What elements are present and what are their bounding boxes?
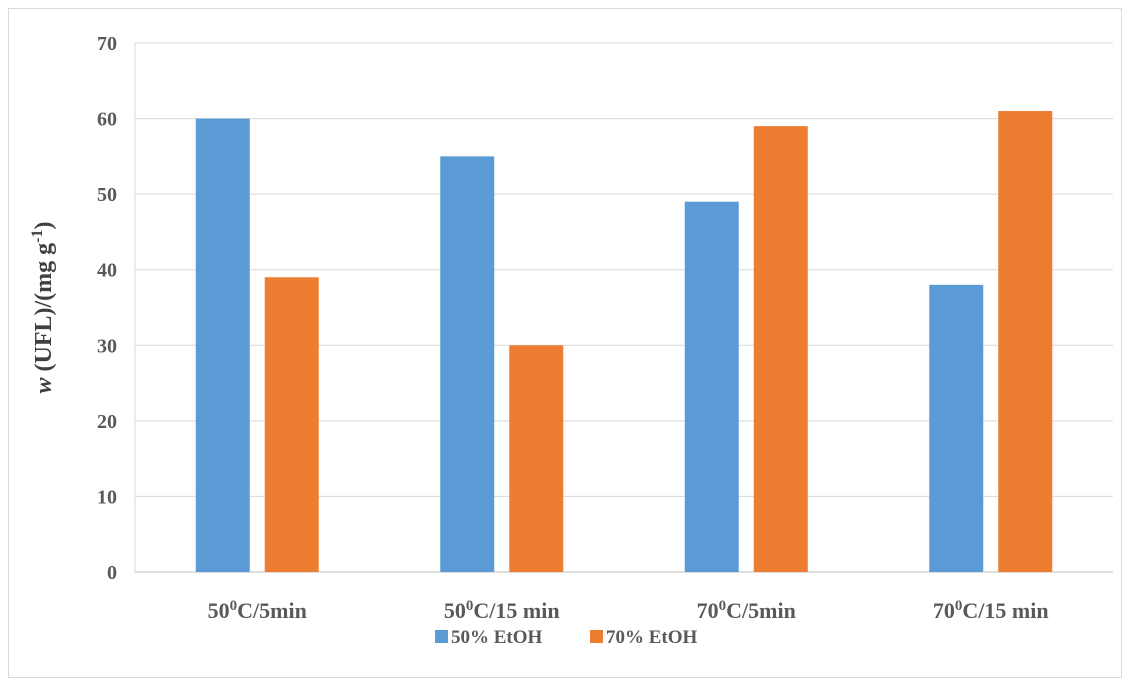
y-tick-label: 30 [97, 335, 117, 357]
legend-label: 50% EtOH [451, 627, 543, 648]
legend-swatch [435, 630, 448, 643]
bar-series2 [509, 345, 564, 572]
y-tick-label: 0 [107, 562, 117, 584]
y-tick-label: 60 [97, 109, 117, 131]
y-tick-label: 70 [97, 33, 117, 55]
legend-label: 70% EtOH [606, 627, 698, 648]
x-tick-labels: 500C/5min 500C/15 min 700C/5min 700C/15 min [208, 598, 1049, 623]
bar-series2 [998, 111, 1053, 572]
bar-series1 [929, 284, 984, 572]
bar-series1 [195, 118, 250, 573]
y-tick-label: 50 [97, 184, 117, 206]
x-tick-label: 500C/5min [208, 598, 307, 623]
y-tick-labels: 0 10 20 30 40 50 60 70 [97, 33, 117, 584]
legend: 50% EtOH 70% EtOH [435, 627, 698, 648]
bar-series2 [753, 126, 808, 572]
legend-swatch [590, 630, 603, 643]
bar-series1 [684, 201, 739, 572]
y-tick-label: 40 [97, 260, 117, 282]
y-axis-label: w (UFL)/(mg g-1) [29, 222, 57, 394]
bar-series2 [264, 277, 319, 572]
y-tick-label: 20 [97, 411, 117, 433]
x-tick-label: 700C/5min [697, 598, 796, 623]
bar-chart: 0 10 20 30 40 50 60 70 500C/5min 500C/15 min 700C… [29, 33, 1113, 648]
y-axis-title: w (UFL)/(mg g-1) [29, 222, 57, 394]
x-tick-label: 500C/15 min [444, 598, 560, 623]
chart-frame: 0 10 20 30 40 50 60 70 500C/5min 500C/15 min 700C… [8, 8, 1122, 678]
y-tick-label: 10 [97, 486, 117, 508]
bar-series1 [440, 156, 495, 572]
bars [195, 111, 1053, 573]
x-tick-label: 700C/15 min [933, 598, 1049, 623]
